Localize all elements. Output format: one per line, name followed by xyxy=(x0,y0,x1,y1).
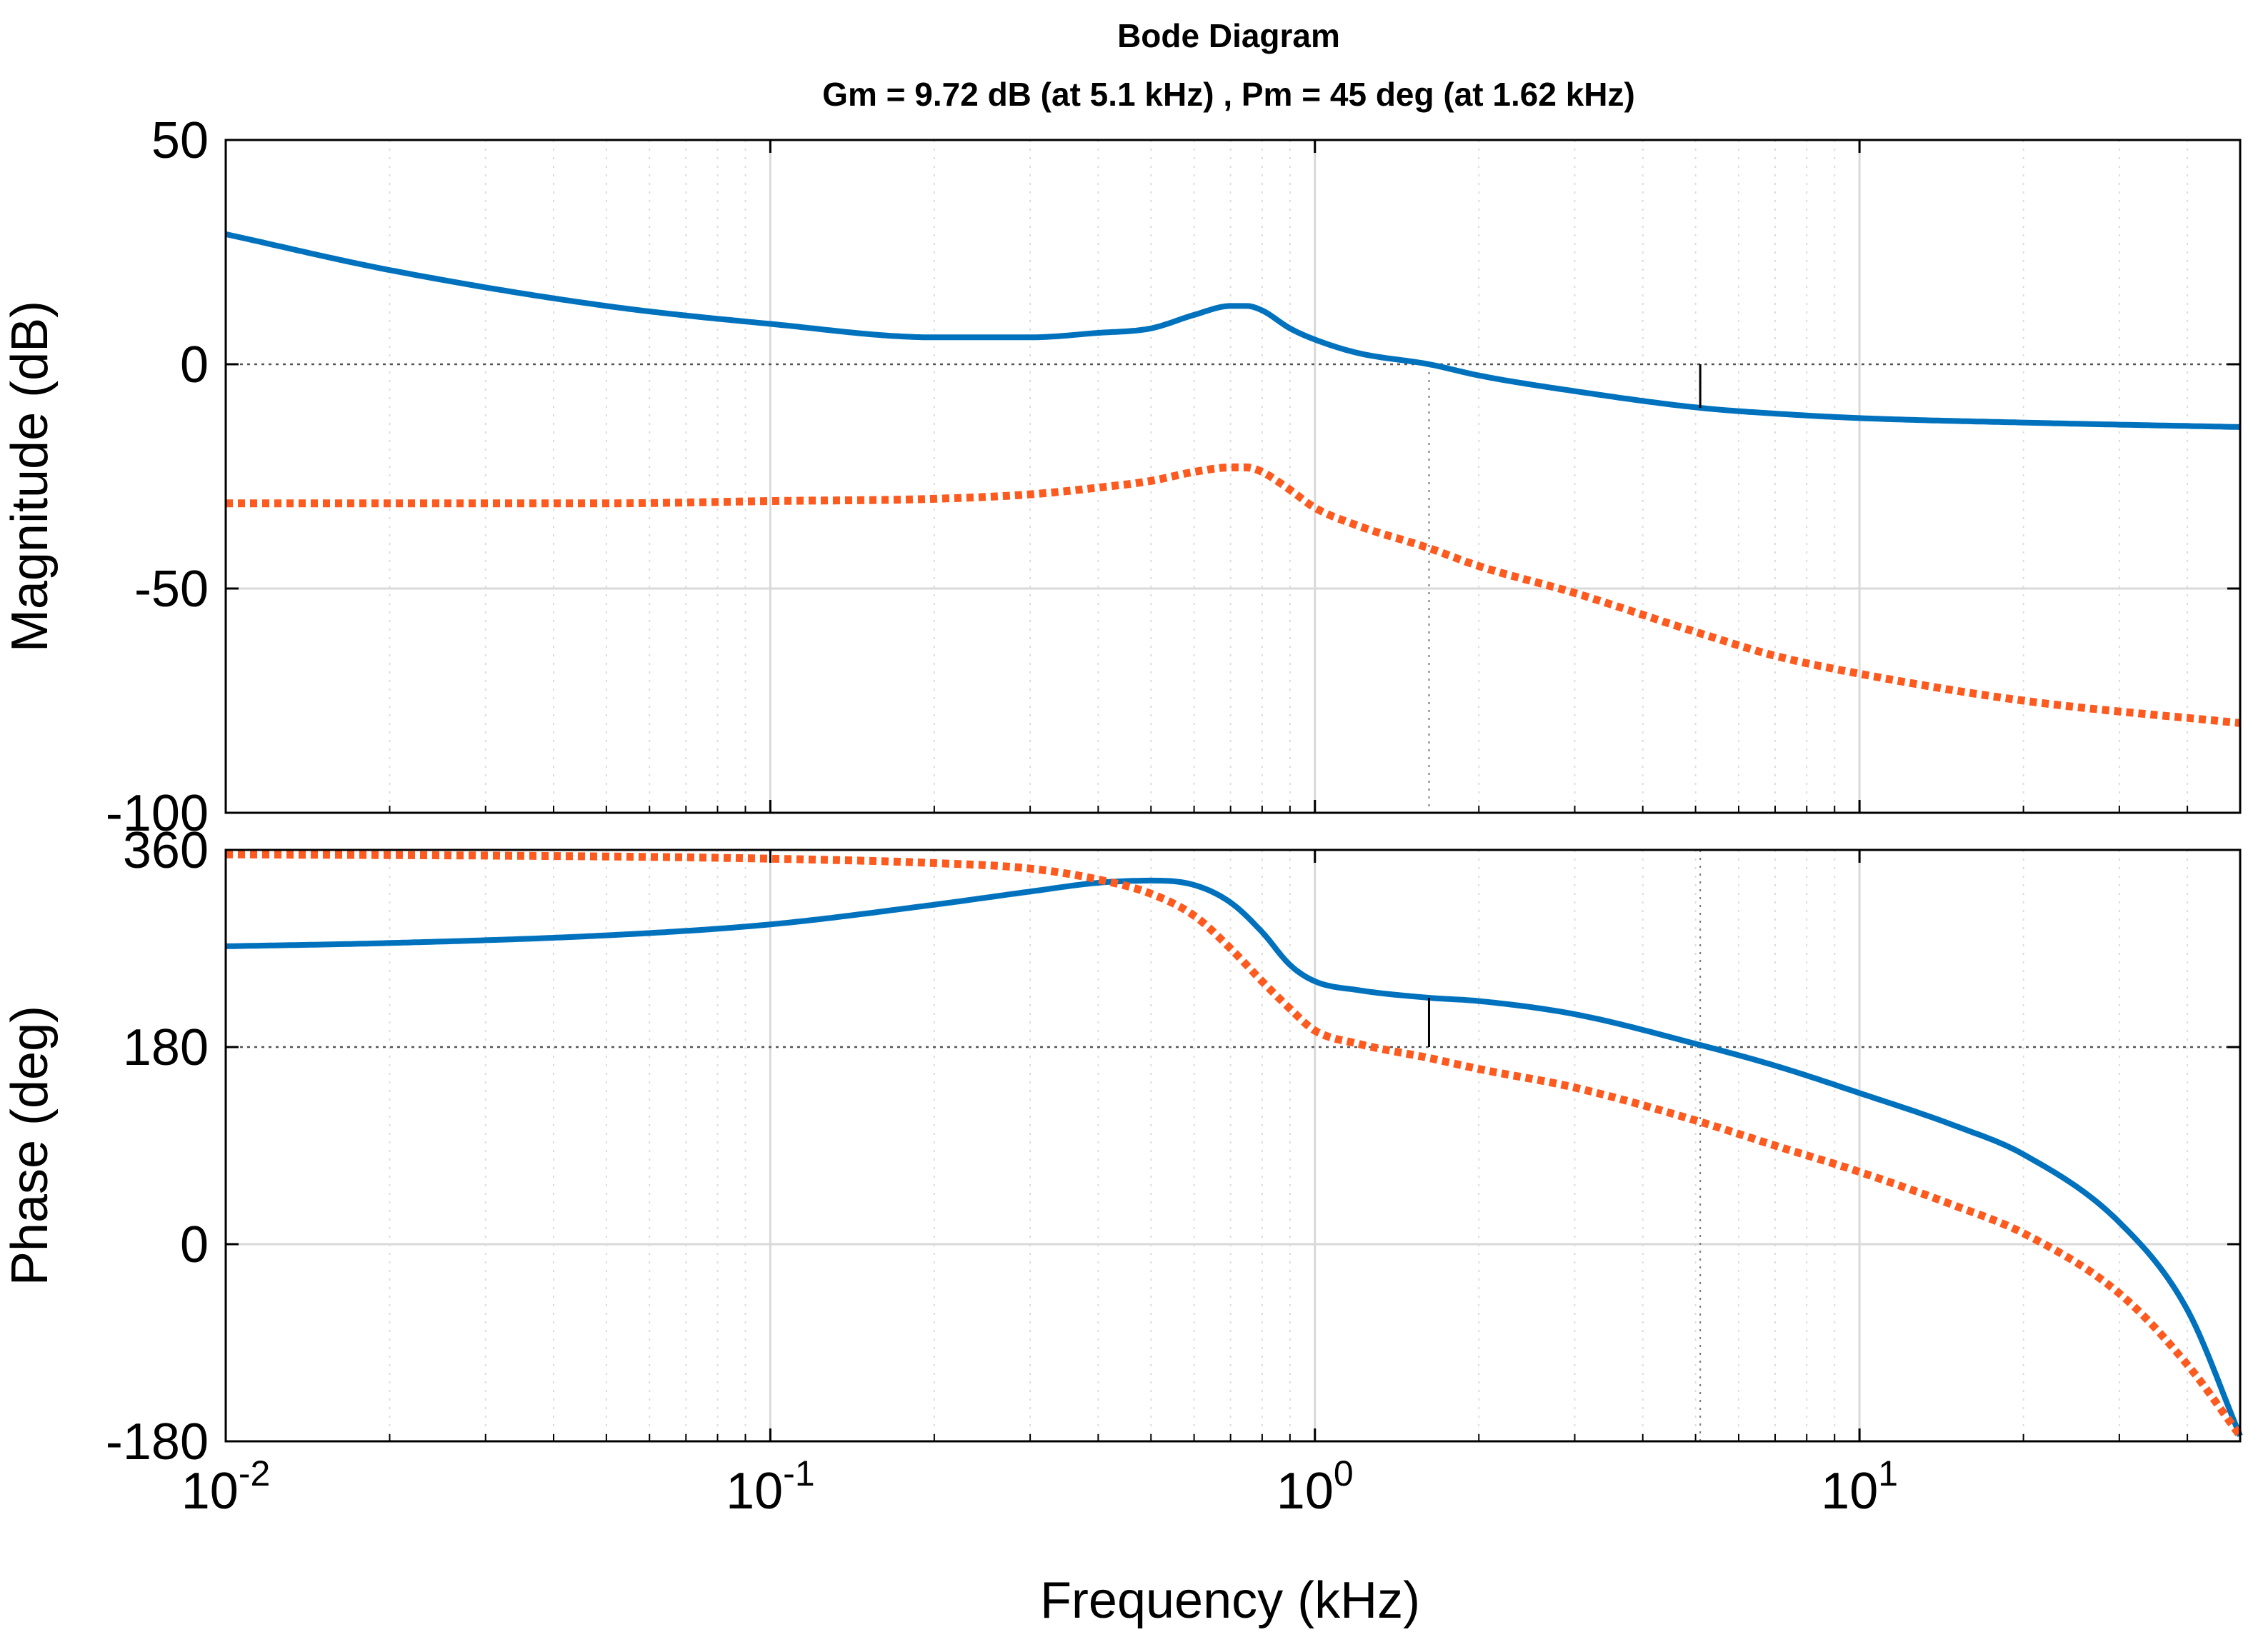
y-tick-label: 360 xyxy=(123,822,209,879)
phase-series-1-line xyxy=(225,877,2243,1437)
magnitude-series-1-line xyxy=(225,231,2241,430)
y-tick-label: 0 xyxy=(180,336,209,394)
y-tick-label: -50 xyxy=(134,561,209,618)
frame-layer xyxy=(224,139,2242,1443)
chart-subtitle: Gm = 9.72 dB (at 5.1 kHz) , Pm = 45 deg … xyxy=(822,76,1635,113)
y-tick-label: -180 xyxy=(106,1413,209,1471)
x-axis-label: Frequency (kHz) xyxy=(1040,1572,1420,1629)
x-tick-label: 10-2 xyxy=(181,1453,271,1520)
y-tick-label: 0 xyxy=(180,1216,209,1273)
phase-y-axis-label: Phase (deg) xyxy=(1,1006,59,1286)
labels-layer: 50 0 -50 -100 Magnitude (dB) 360 180 0 -180 Phase… xyxy=(1,112,1898,1520)
x-tick-label: 10-1 xyxy=(726,1453,815,1520)
chart-title: Bode Diagram xyxy=(1117,17,1340,54)
series-layer xyxy=(225,231,2244,1438)
y-tick-label: -100 xyxy=(106,785,209,842)
y-tick-label: 50 xyxy=(151,112,209,169)
phase-plot-frame xyxy=(224,848,2242,1443)
magnitude-series-2-line xyxy=(226,463,2241,727)
x-tick-label: 100 xyxy=(1277,1453,1354,1520)
y-tick-label: 180 xyxy=(123,1019,209,1076)
magnitude-y-axis-label: Magnitude (dB) xyxy=(1,301,59,652)
phase-series-2-line xyxy=(225,850,2244,1438)
x-tick-label: 101 xyxy=(1821,1453,1898,1520)
magnitude-plot-frame xyxy=(224,139,2242,814)
